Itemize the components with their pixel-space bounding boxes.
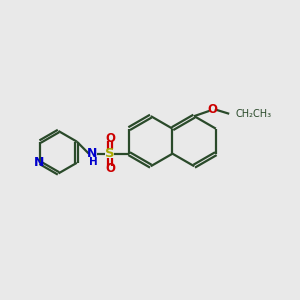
Text: N: N	[34, 156, 44, 169]
Text: O: O	[207, 103, 218, 116]
Text: CH₂CH₃: CH₂CH₃	[235, 110, 271, 119]
Text: O: O	[105, 132, 115, 145]
Text: S: S	[105, 147, 115, 160]
Text: O: O	[105, 163, 115, 176]
Text: H: H	[89, 157, 98, 167]
Text: N: N	[87, 147, 98, 160]
